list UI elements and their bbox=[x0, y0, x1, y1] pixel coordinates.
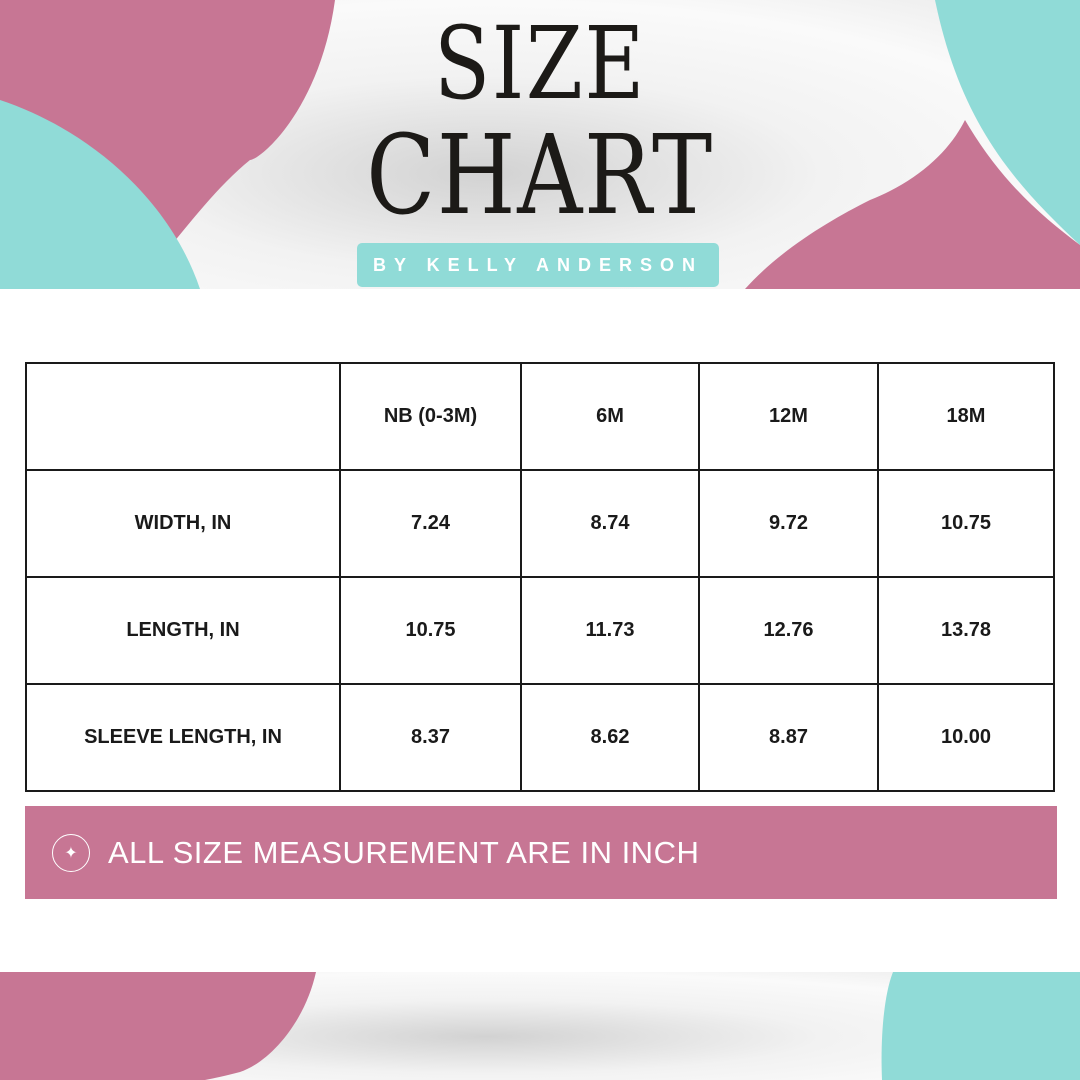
cell: 8.37 bbox=[339, 683, 522, 792]
cell: 10.75 bbox=[339, 576, 522, 685]
cell: 10.75 bbox=[877, 469, 1055, 578]
row-label: WIDTH, IN bbox=[25, 469, 341, 578]
table-row: WIDTH, IN 7.24 8.74 9.72 10.75 bbox=[25, 469, 1055, 578]
table-header-row: NB (0-3M) 6M 12M 18M bbox=[25, 362, 1055, 471]
cell: 8.87 bbox=[698, 683, 879, 792]
decorative-blobs bbox=[0, 972, 1080, 1080]
table-row: SLEEVE LENGTH, IN 8.37 8.62 8.87 10.00 bbox=[25, 683, 1055, 792]
header-cell: 6M bbox=[520, 362, 700, 471]
size-table: NB (0-3M) 6M 12M 18M WIDTH, IN 7.24 8.74… bbox=[25, 362, 1055, 792]
cell: 8.62 bbox=[520, 683, 700, 792]
cell: 7.24 bbox=[339, 469, 522, 578]
cell: 10.00 bbox=[877, 683, 1055, 792]
title-line-2: CHART bbox=[366, 111, 714, 239]
header-cell: NB (0-3M) bbox=[339, 362, 522, 471]
note-text: ALL SIZE MEASUREMENT ARE IN INCH bbox=[108, 834, 700, 870]
header-cell: 18M bbox=[877, 362, 1055, 471]
table-row: LENGTH, IN 10.75 11.73 12.76 13.78 bbox=[25, 576, 1055, 685]
decorative-blobs bbox=[0, 0, 1080, 289]
header-cell: 12M bbox=[698, 362, 879, 471]
cell: 9.72 bbox=[698, 469, 879, 578]
footer-banner bbox=[0, 972, 1080, 1080]
row-label: LENGTH, IN bbox=[25, 576, 341, 685]
cell: 8.74 bbox=[520, 469, 700, 578]
title-line-1: SIZE bbox=[434, 5, 646, 122]
cell: 11.73 bbox=[520, 576, 700, 685]
cell: 12.76 bbox=[698, 576, 879, 685]
header-cell bbox=[25, 362, 341, 471]
sparkle-icon: ✦ bbox=[52, 833, 90, 872]
header-banner: SIZE CHART BY KELLY ANDERSON bbox=[0, 0, 1080, 289]
measurement-note: ✦ ALL SIZE MEASUREMENT ARE IN INCH bbox=[25, 806, 1057, 899]
byline-badge: BY KELLY ANDERSON bbox=[357, 243, 719, 287]
row-label: SLEEVE LENGTH, IN bbox=[25, 683, 341, 792]
cell: 13.78 bbox=[877, 576, 1055, 685]
